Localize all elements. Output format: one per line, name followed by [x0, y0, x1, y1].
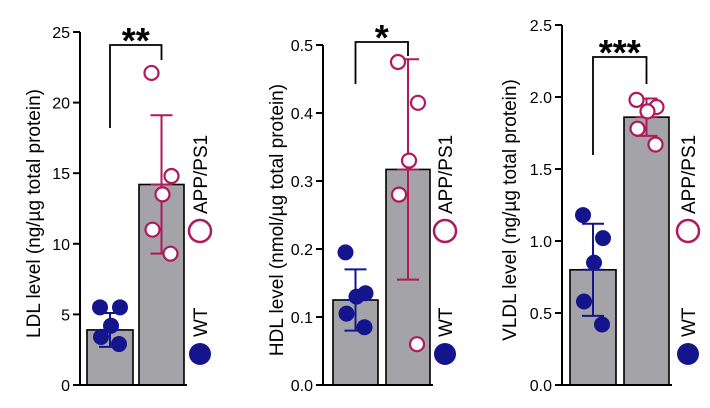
significance-bracket	[592, 56, 648, 155]
data-point-wt	[575, 207, 591, 224]
data-point-app-ps1	[400, 152, 418, 169]
y-tick-label: 0.1	[291, 310, 313, 327]
chart-panel-3: 0.0 0.5 1.0 1.5 2.0 2.5 VLDL level (ng/µg tota…	[500, 18, 701, 395]
data-point-app-ps1	[163, 167, 180, 185]
data-point-app-ps1	[629, 120, 646, 137]
chart-panel-1: 0 5 10 15 20 25 LDL level (ng/µg total protein…	[24, 20, 213, 395]
legend-label-app-ps1: APP/PS1	[679, 135, 700, 214]
data-point-wt	[111, 336, 127, 353]
y-tick-label: 0.0	[291, 378, 313, 395]
y-axis-label: VLDL level (ng/µg total protein)	[500, 79, 521, 341]
y-tick-label: 0.0	[530, 378, 552, 395]
significance-bracket	[354, 41, 409, 84]
data-point-wt	[338, 305, 355, 322]
data-point-app-ps1	[162, 245, 179, 262]
data-point-wt	[103, 317, 119, 334]
data-point-wt	[112, 299, 128, 316]
y-tick-label: 1.0	[530, 234, 552, 251]
y-tick-label: 10	[52, 237, 70, 254]
legend-label-wt: WT	[191, 307, 212, 337]
significance-stars: **	[122, 20, 150, 61]
significance-stars: *	[375, 17, 389, 58]
chart-panel-2: 0.0 0.1 0.2 0.3 0.4 0.5 HDL level (nmol/µg tot…	[267, 17, 458, 395]
data-point-app-ps1	[647, 136, 664, 153]
data-point-wt	[337, 244, 354, 261]
data-point-wt	[586, 254, 602, 271]
y-tick-label: 5	[61, 307, 70, 324]
legend-label-wt: WT	[679, 307, 700, 337]
data-point-wt	[93, 328, 109, 345]
data-point-app-ps1	[389, 53, 407, 71]
bar-app-ps1	[623, 116, 670, 386]
y-tick-label: 1.5	[530, 162, 552, 179]
y-tick-label: 15	[52, 166, 70, 183]
data-point-app-ps1	[409, 94, 427, 111]
data-point-wt	[92, 299, 108, 316]
y-axis-label: LDL level (ng/µg total protein)	[24, 89, 45, 338]
legend-marker-app-ps1	[187, 218, 213, 244]
y-tick-label: 0.5	[291, 38, 313, 55]
legend-marker-wt	[189, 343, 211, 365]
legend-marker-app-ps1	[432, 218, 458, 244]
legend-label-wt: WT	[436, 307, 457, 337]
y-tick-label: 2.0	[530, 90, 552, 107]
data-point-app-ps1	[143, 64, 160, 82]
y-tick-label: 20	[52, 96, 70, 113]
y-tick-label: 25	[52, 25, 70, 42]
y-tick-label: 0.5	[530, 306, 552, 323]
data-point-app-ps1	[628, 91, 645, 108]
y-axis-label: HDL level (nmol/µg total protein)	[267, 84, 288, 356]
significance-bracket	[109, 44, 163, 128]
data-point-app-ps1	[408, 336, 426, 353]
data-point-wt	[576, 293, 592, 310]
y-tick-label: 2.5	[530, 18, 552, 35]
significance-stars: ***	[599, 32, 641, 73]
data-point-wt	[348, 288, 365, 305]
legend-marker-app-ps1	[675, 218, 701, 244]
legend-marker-wt	[677, 343, 699, 365]
data-point-wt	[595, 230, 611, 247]
legend-label-app-ps1: APP/PS1	[436, 135, 457, 214]
legend-label-app-ps1: APP/PS1	[191, 135, 212, 214]
data-point-wt	[356, 319, 373, 336]
y-tick-label: 0.3	[291, 174, 313, 191]
data-point-app-ps1	[390, 186, 408, 203]
y-tick-label: 0.4	[291, 106, 313, 123]
y-tick-label: 0	[61, 378, 70, 395]
y-tick-label: 0.2	[291, 242, 313, 259]
data-point-app-ps1	[154, 186, 171, 203]
data-point-wt	[594, 316, 610, 333]
data-point-app-ps1	[144, 221, 161, 238]
data-point-app-ps1	[639, 103, 656, 120]
legend-marker-wt	[434, 343, 456, 365]
